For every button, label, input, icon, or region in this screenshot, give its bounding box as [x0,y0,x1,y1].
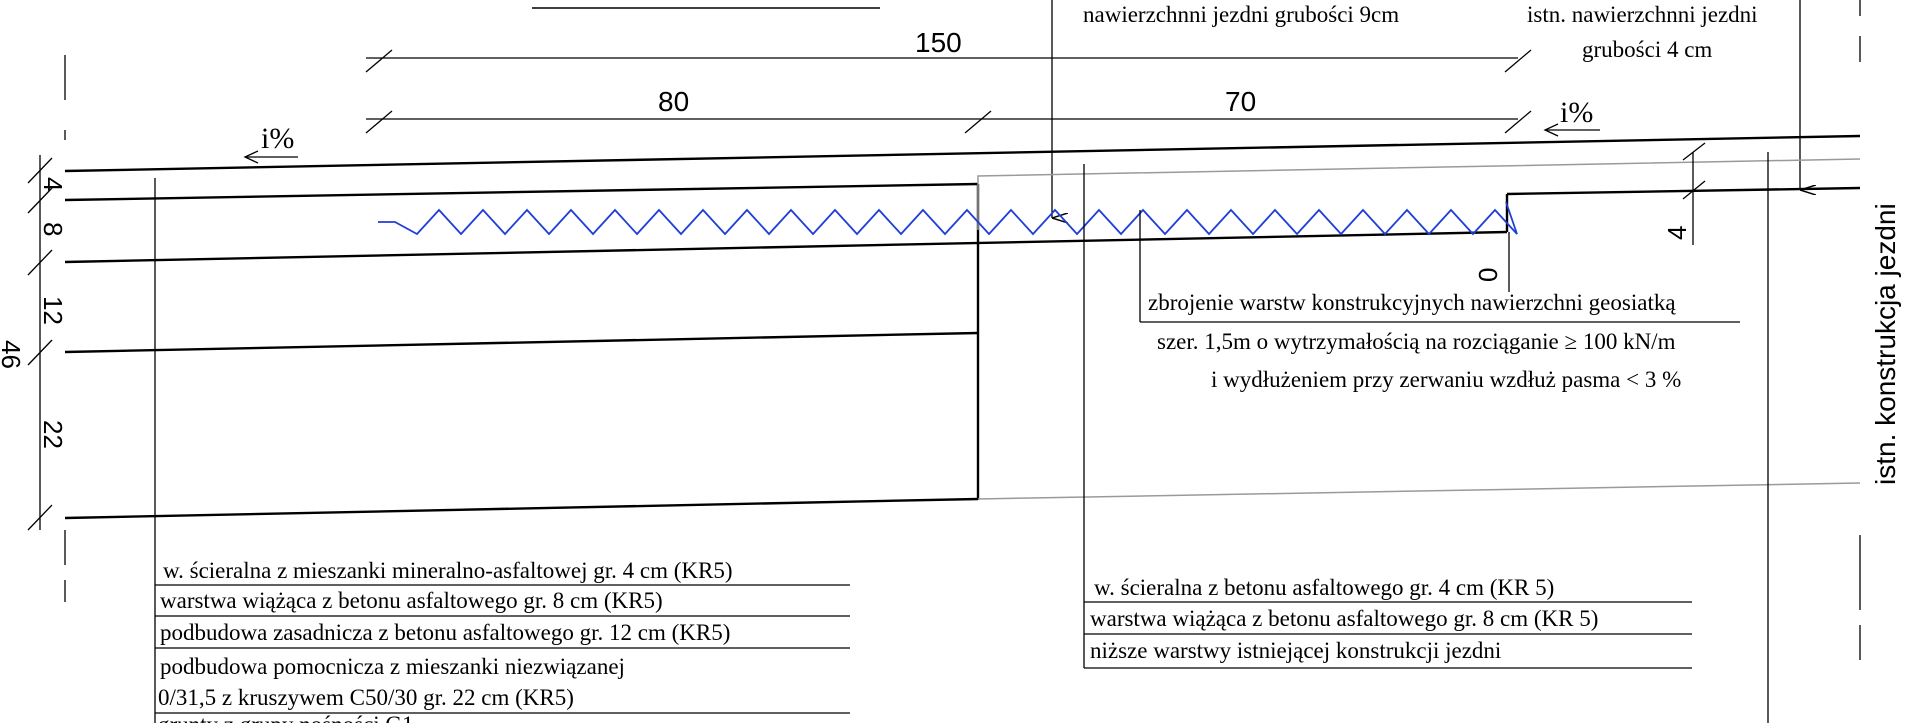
existing-construction-legend: w. ścieralna z betonu asfaltowego gr. 4 … [1084,575,1692,668]
pavement-surface-line [65,136,1860,171]
slope-label-left: i% [261,122,294,155]
existing-bottom-outline [978,483,1860,499]
step-dimension-tick [1683,143,1705,160]
legend-new-wearing-course: w. ścieralna z mieszanki mineralno-asfal… [163,558,732,583]
dimension-overlap-width: 70 [1225,86,1256,117]
layer-thickness-12: 12 [38,296,68,325]
dimension-tick [1505,50,1531,72]
existing-construction-vertical-label: istn. konstrukcja jezdni [1870,203,1901,485]
binder-course-bottom-line [65,232,1507,262]
subbase-bottom-line [65,499,978,518]
geogrid-note-line1: zbrojenie warstw konstrukcyjnych nawierz… [1148,290,1676,315]
layer-thickness-4: 4 [38,177,68,191]
existing-surface-text-line1: istn. nawierzchnni jezdni [1527,2,1758,27]
step-offset-label: 0 [1473,268,1503,282]
dimension-tick [1505,111,1531,133]
legend-existing-wearing-course: w. ścieralna z betonu asfaltowego gr. 4 … [1094,575,1554,600]
dimension-new-part-width: 80 [658,86,689,117]
legend-new-subgrade: grunty z grupy nośności G1 [158,712,414,723]
dimension-tick [366,111,392,133]
dimension-tick [965,111,991,133]
existing-wearing-bottom-line [1507,188,1860,194]
layer-thickness-22: 22 [38,420,68,449]
base-course-bottom-line [65,333,978,352]
legend-existing-binder-course: warstwa wiążąca z betonu asfaltowego gr.… [1090,606,1598,631]
dimension-total-width: 150 [915,27,962,58]
geogrid-zigzag [378,202,1517,234]
geogrid-note-line3: i wydłużeniem przy zerwaniu wzdłuż pasma… [1211,367,1681,392]
layer-thickness-total: 46 [0,340,26,369]
step-height-label: 4 [1662,226,1692,240]
slope-label-right: i% [1560,96,1593,129]
wearing-course-bottom-line [65,184,978,200]
legend-existing-lower-layers: niższe warstwy istniejącej konstrukcji j… [1090,638,1501,663]
existing-surface-text-line2: grubości 4 cm [1582,37,1712,62]
legend-new-base-course: podbudowa zasadnicza z betonu asfaltoweg… [160,620,730,645]
existing-construction-outline [978,159,1860,230]
new-construction-legend: w. ścieralna z mieszanki mineralno-asfal… [155,558,850,723]
legend-new-subbase-line1: podbudowa pomocnicza z mieszanki niezwią… [160,654,625,679]
legend-new-binder-course: warstwa wiążąca z betonu asfaltowego gr.… [160,588,663,613]
layer-thickness-8: 8 [38,222,68,236]
new-surface-thickness-text: nawierzchnni jezdni grubości 9cm [1083,2,1399,27]
geogrid-note-line2: szer. 1,5m o wytrzymałością na rozciągan… [1157,329,1676,354]
dimension-tick [366,50,392,72]
legend-new-subbase-line2: 0/31,5 z kruszywem C50/30 gr. 22 cm (KR5… [158,685,574,710]
